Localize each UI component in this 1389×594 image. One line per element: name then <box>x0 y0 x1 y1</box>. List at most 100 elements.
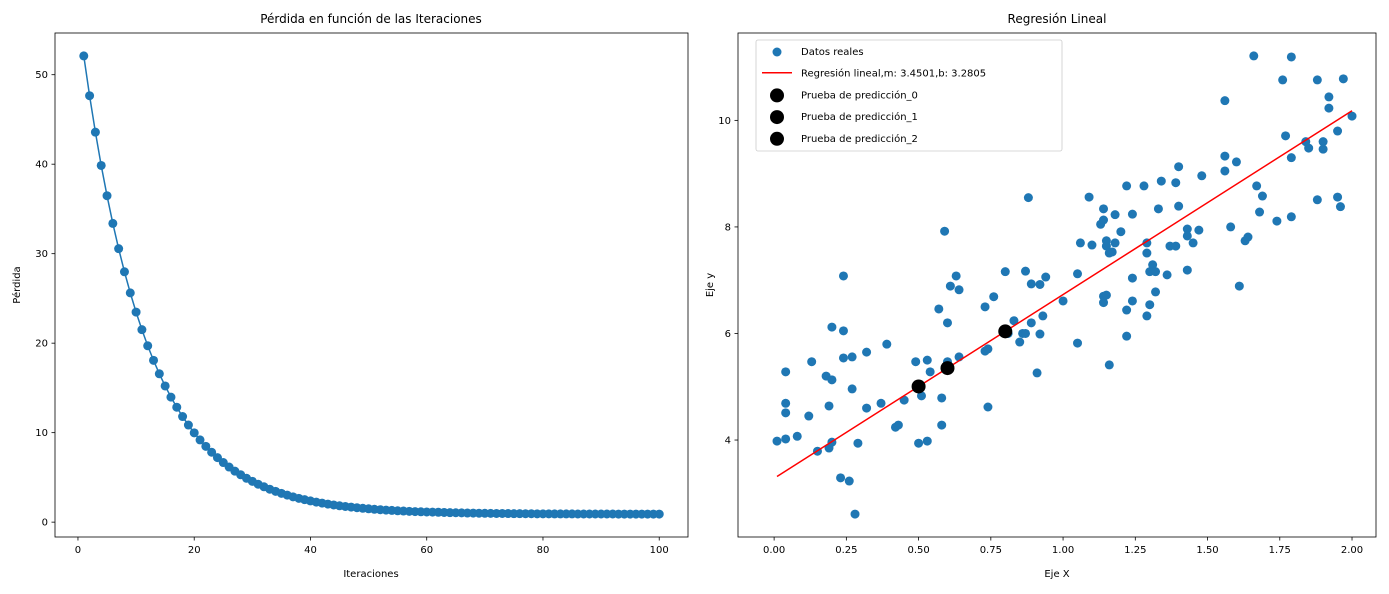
data-point <box>1101 236 1111 246</box>
data-point <box>922 436 932 446</box>
data-point <box>951 271 961 281</box>
legend-label: Datos reales <box>801 47 864 58</box>
legend-label: Prueba de predicción_0 <box>801 89 918 101</box>
loss-point <box>102 191 112 201</box>
data-point <box>847 352 857 362</box>
x-tick-label: 0 <box>75 545 81 556</box>
data-point <box>1009 316 1019 326</box>
legend-dot-marker <box>772 47 782 57</box>
data-point <box>937 420 947 430</box>
data-point <box>1197 171 1207 181</box>
data-point <box>824 401 834 411</box>
loss-point <box>160 381 170 391</box>
data-point <box>1110 238 1120 248</box>
data-point <box>1139 181 1149 191</box>
legend-label: Prueba de predicción_2 <box>801 133 918 145</box>
data-point <box>1182 265 1192 275</box>
data-point <box>1000 267 1010 277</box>
data-point <box>1127 296 1137 306</box>
data-point <box>1151 287 1161 297</box>
data-point <box>1084 192 1094 202</box>
data-point <box>807 357 817 367</box>
y-tick-label: 30 <box>35 249 48 260</box>
data-point <box>937 393 947 403</box>
data-point <box>850 509 860 519</box>
data-point <box>1099 204 1109 214</box>
data-point <box>1038 311 1048 321</box>
data-point <box>1335 202 1345 212</box>
data-point <box>853 438 863 448</box>
loss-point <box>114 244 124 254</box>
data-point <box>1026 318 1036 328</box>
data-point <box>1312 195 1322 205</box>
data-point <box>1171 178 1181 188</box>
y-tick-label: 8 <box>725 222 731 233</box>
data-point <box>1035 279 1045 289</box>
y-tick-label: 10 <box>35 428 48 439</box>
data-point <box>1021 328 1031 338</box>
data-point <box>1243 232 1253 242</box>
data-point <box>916 391 926 401</box>
data-point <box>1099 215 1109 225</box>
data-point <box>1107 247 1117 257</box>
data-point <box>1255 207 1265 217</box>
loss-point <box>125 288 135 298</box>
loss-point <box>183 420 193 430</box>
data-point <box>1127 209 1137 219</box>
data-point <box>1162 270 1172 280</box>
loss-line <box>83 55 660 515</box>
loss-chart-xlabel: Iteraciones <box>343 569 398 580</box>
x-tick-label: 0.75 <box>980 545 1002 556</box>
data-point <box>1272 216 1282 226</box>
loss-point <box>166 392 176 402</box>
data-point <box>934 304 944 314</box>
data-point <box>838 326 848 336</box>
data-point <box>1073 338 1083 348</box>
data-point <box>781 367 791 377</box>
data-point <box>1015 337 1025 347</box>
data-point <box>792 431 802 441</box>
data-point <box>1127 273 1137 283</box>
data-point <box>1226 222 1236 232</box>
regression-chart: Regresión Lineal Eje X Eje y 0.00 0.25 0.5… <box>705 12 1377 580</box>
data-point <box>1304 143 1314 153</box>
x-tick-label: 1.00 <box>1052 545 1074 556</box>
data-point <box>983 344 993 354</box>
data-point <box>1021 266 1031 276</box>
x-tick-label: 2.00 <box>1341 545 1363 556</box>
loss-chart: Pérdida en función de las Iteraciones It… <box>11 12 689 580</box>
data-point <box>1153 204 1163 214</box>
loss-point <box>85 91 95 101</box>
data-point <box>1148 260 1158 270</box>
data-point <box>781 398 791 408</box>
data-point <box>1252 181 1262 191</box>
legend-dot-marker <box>770 110 784 125</box>
legend-dot-marker <box>770 88 784 103</box>
y-tick-label: 6 <box>725 329 731 340</box>
data-point <box>1188 238 1198 248</box>
data-point <box>1318 137 1328 147</box>
y-tick-label: 50 <box>35 70 48 81</box>
data-point <box>980 302 990 312</box>
data-point <box>925 367 935 377</box>
data-point <box>954 285 964 295</box>
data-point <box>1324 92 1334 102</box>
loss-point <box>195 435 205 445</box>
x-tick-label: 40 <box>304 545 317 556</box>
data-point <box>772 436 782 446</box>
data-point <box>1156 176 1166 186</box>
data-point <box>1142 248 1152 258</box>
axes-frame <box>737 32 1377 538</box>
y-tick-label: 40 <box>35 160 48 171</box>
legend-label: Regresión lineal,m: 3.4501,b: 3.2805 <box>801 68 986 80</box>
data-point <box>1171 241 1181 251</box>
data-point <box>1338 74 1348 84</box>
data-point <box>1278 75 1288 85</box>
x-tick-label: 0.25 <box>835 545 857 556</box>
data-point <box>1286 153 1296 163</box>
data-point <box>1194 225 1204 235</box>
data-point <box>914 438 924 448</box>
data-point <box>1220 151 1230 161</box>
y-tick-label: 0 <box>42 518 48 529</box>
